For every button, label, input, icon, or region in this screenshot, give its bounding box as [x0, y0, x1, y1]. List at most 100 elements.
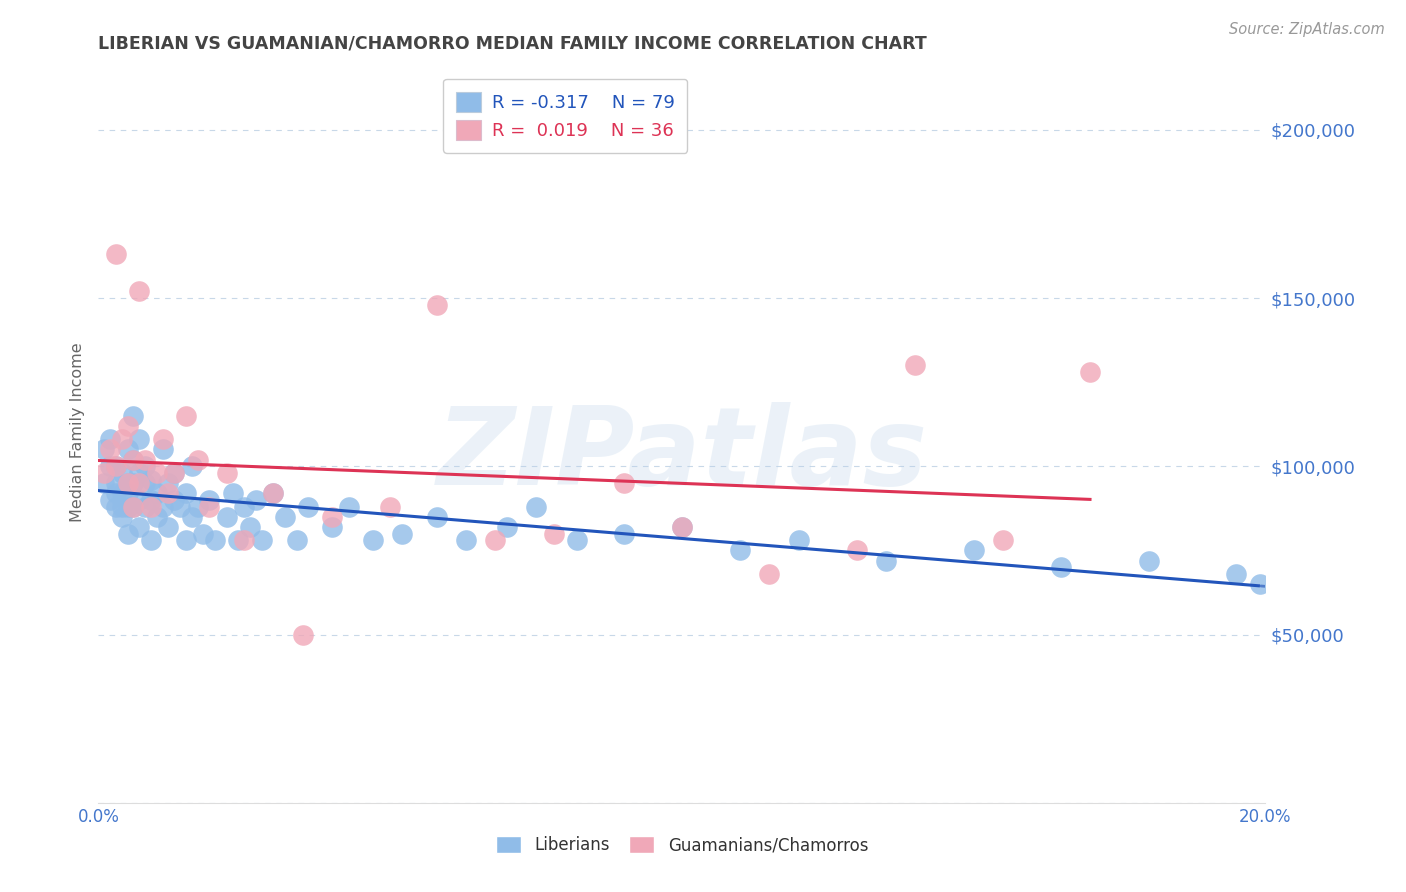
Point — [233, 533, 256, 548]
Point — [215, 509, 238, 524]
Point — [250, 533, 273, 548]
Point — [139, 533, 162, 548]
Point — [163, 466, 186, 480]
Y-axis label: Median Family Income: Median Family Income — [69, 343, 84, 523]
Point — [128, 492, 150, 507]
Point — [117, 486, 139, 500]
Point — [146, 486, 169, 500]
Point — [122, 452, 145, 467]
Point — [904, 359, 927, 373]
Point — [157, 520, 180, 534]
Point — [221, 486, 243, 500]
Point — [122, 409, 145, 423]
Point — [128, 466, 150, 480]
Point — [198, 500, 221, 514]
Point — [187, 500, 209, 514]
Point — [134, 459, 156, 474]
Point — [454, 533, 477, 548]
Point — [93, 466, 115, 480]
Point — [122, 500, 145, 514]
Point — [291, 627, 314, 641]
Point — [139, 492, 162, 507]
Point — [228, 533, 250, 548]
Point — [152, 500, 174, 514]
Point — [98, 433, 121, 447]
Text: ZIPatlas: ZIPatlas — [436, 401, 928, 508]
Point — [233, 500, 256, 514]
Point — [174, 486, 197, 500]
Point — [180, 459, 202, 474]
Point — [163, 492, 186, 507]
Point — [139, 500, 162, 514]
Point — [104, 459, 127, 474]
Point — [152, 442, 174, 457]
Point — [612, 476, 634, 491]
Point — [128, 476, 150, 491]
Point — [245, 492, 267, 507]
Point — [1080, 365, 1102, 379]
Point — [787, 533, 810, 548]
Point — [139, 473, 162, 487]
Point — [93, 476, 115, 491]
Point — [543, 526, 565, 541]
Point — [1225, 566, 1247, 581]
Text: Source: ZipAtlas.com: Source: ZipAtlas.com — [1229, 22, 1385, 37]
Point — [671, 520, 693, 534]
Point — [875, 553, 897, 567]
Point — [104, 486, 127, 500]
Point — [671, 520, 693, 534]
Point — [180, 509, 202, 524]
Point — [122, 452, 145, 467]
Point — [98, 459, 121, 474]
Point — [297, 500, 319, 514]
Point — [380, 500, 402, 514]
Point — [117, 476, 139, 491]
Point — [134, 500, 156, 514]
Point — [174, 533, 197, 548]
Point — [117, 526, 139, 541]
Legend: Liberians, Guamanians/Chamorros: Liberians, Guamanians/Chamorros — [489, 830, 875, 861]
Point — [122, 500, 145, 514]
Point — [146, 509, 169, 524]
Point — [111, 433, 134, 447]
Point — [846, 543, 869, 558]
Point — [337, 500, 360, 514]
Point — [274, 509, 297, 524]
Point — [730, 543, 752, 558]
Point — [198, 492, 221, 507]
Point — [134, 476, 156, 491]
Point — [174, 409, 197, 423]
Point — [612, 526, 634, 541]
Point — [169, 500, 191, 514]
Point — [262, 486, 284, 500]
Point — [204, 533, 226, 548]
Point — [146, 466, 169, 480]
Point — [122, 476, 145, 491]
Point — [134, 452, 156, 467]
Point — [111, 486, 134, 500]
Point — [361, 533, 384, 548]
Point — [152, 433, 174, 447]
Point — [104, 247, 127, 261]
Point — [128, 285, 150, 299]
Point — [98, 442, 121, 457]
Point — [117, 418, 139, 433]
Point — [1137, 553, 1160, 567]
Point — [1249, 577, 1271, 591]
Point — [321, 520, 343, 534]
Point — [111, 466, 134, 480]
Point — [117, 476, 139, 491]
Point — [128, 433, 150, 447]
Point — [193, 526, 215, 541]
Point — [285, 533, 308, 548]
Point — [426, 509, 449, 524]
Point — [117, 500, 139, 514]
Point — [163, 466, 186, 480]
Point — [962, 543, 984, 558]
Point — [524, 500, 547, 514]
Point — [157, 486, 180, 500]
Point — [758, 566, 780, 581]
Point — [111, 509, 134, 524]
Point — [321, 509, 343, 524]
Point — [426, 298, 449, 312]
